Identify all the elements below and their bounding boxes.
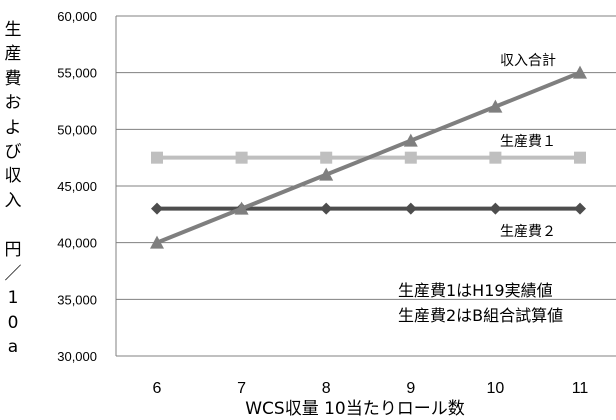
y-title-char: ／ — [4, 264, 22, 285]
y-tick-label: 60,000 — [57, 9, 97, 24]
series-label: 収入合計 — [500, 53, 556, 69]
data-point — [320, 151, 333, 164]
y-tick-label: 55,000 — [57, 66, 97, 81]
annotation-1: 生産費1はH19実績値 — [398, 281, 553, 300]
y-title-char: 円 — [4, 239, 22, 260]
data-point — [404, 151, 417, 164]
data-point — [573, 65, 587, 79]
data-point — [320, 202, 333, 215]
y-title-char: 生 — [4, 20, 22, 40]
x-tick-label: 8 — [322, 380, 331, 397]
data-point — [151, 202, 163, 215]
data-point — [235, 151, 248, 164]
data-point — [319, 167, 334, 181]
data-point — [404, 202, 417, 215]
y-title-char: 0 — [7, 312, 19, 333]
data-point — [403, 133, 418, 147]
x-tick-label: 6 — [153, 380, 162, 397]
annotation-2: 生産費2はB組合試算値 — [398, 306, 563, 325]
data-point — [574, 151, 586, 164]
y-tick-label: 35,000 — [57, 292, 97, 307]
y-title-char: 費 — [4, 68, 22, 89]
data-point — [488, 99, 503, 113]
y-title-char: び — [4, 142, 22, 163]
x-axis-title: WCS収量 10当たりロール数 — [245, 399, 465, 419]
data-point — [574, 202, 586, 215]
x-tick-label: 10 — [487, 380, 505, 397]
series-line — [156, 70, 581, 245]
y-tick-label: 45,000 — [57, 179, 97, 194]
y-title-char: よ — [4, 117, 22, 138]
y-title-char: 入 — [4, 190, 22, 211]
y-axis-ticks: 30,000 35,000 40,000 45,000 50,000 55,000 60,0… — [57, 9, 97, 364]
y-title-char: 産 — [4, 44, 22, 65]
series-group — [150, 65, 587, 249]
y-tick-label: 50,000 — [57, 122, 97, 137]
y-title-char: お — [4, 93, 22, 114]
data-point — [151, 151, 163, 164]
x-tick-label: 11 — [572, 380, 589, 397]
y-title-char: a — [7, 337, 19, 358]
x-tick-label: 7 — [237, 380, 246, 397]
data-point — [150, 235, 164, 249]
x-tick-label: 9 — [406, 380, 415, 397]
gridlines — [115, 15, 616, 357]
series-label: 生産費２ — [500, 224, 556, 240]
series-label: 生産費１ — [500, 134, 556, 150]
y-title-char: 1 — [7, 288, 19, 309]
y-axis-title: 生 産 費 お よ び 収 入 円 ／ 1 0 a — [3, 18, 23, 360]
data-point — [489, 202, 502, 215]
data-point — [489, 151, 502, 164]
y-tick-label: 40,000 — [57, 236, 97, 251]
x-axis-ticks: 6 7 8 9 10 11 — [153, 380, 589, 397]
y-tick-label: 30,000 — [57, 349, 97, 364]
data-point — [234, 201, 249, 215]
y-title-char: 収 — [4, 166, 22, 187]
